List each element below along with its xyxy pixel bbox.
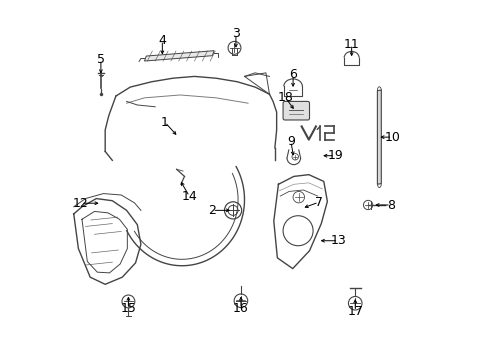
Text: 19: 19 bbox=[326, 149, 343, 162]
Text: 11: 11 bbox=[343, 38, 359, 51]
Text: 13: 13 bbox=[330, 234, 346, 247]
Text: 2: 2 bbox=[208, 204, 216, 217]
Text: 17: 17 bbox=[346, 305, 363, 318]
Text: 18: 18 bbox=[277, 91, 293, 104]
Text: 6: 6 bbox=[288, 68, 296, 81]
FancyBboxPatch shape bbox=[283, 102, 309, 120]
Text: 9: 9 bbox=[286, 135, 294, 148]
Text: 1: 1 bbox=[161, 116, 168, 129]
Text: 7: 7 bbox=[314, 195, 322, 209]
Text: 15: 15 bbox=[120, 302, 136, 315]
Text: 8: 8 bbox=[386, 198, 394, 212]
Text: 5: 5 bbox=[97, 53, 105, 66]
Text: 10: 10 bbox=[384, 131, 400, 144]
Polygon shape bbox=[144, 51, 214, 61]
Text: 12: 12 bbox=[73, 197, 89, 210]
Text: 4: 4 bbox=[158, 34, 166, 47]
Text: 16: 16 bbox=[233, 302, 248, 315]
Text: 3: 3 bbox=[231, 27, 240, 40]
Polygon shape bbox=[377, 90, 381, 184]
Text: 14: 14 bbox=[181, 190, 197, 203]
